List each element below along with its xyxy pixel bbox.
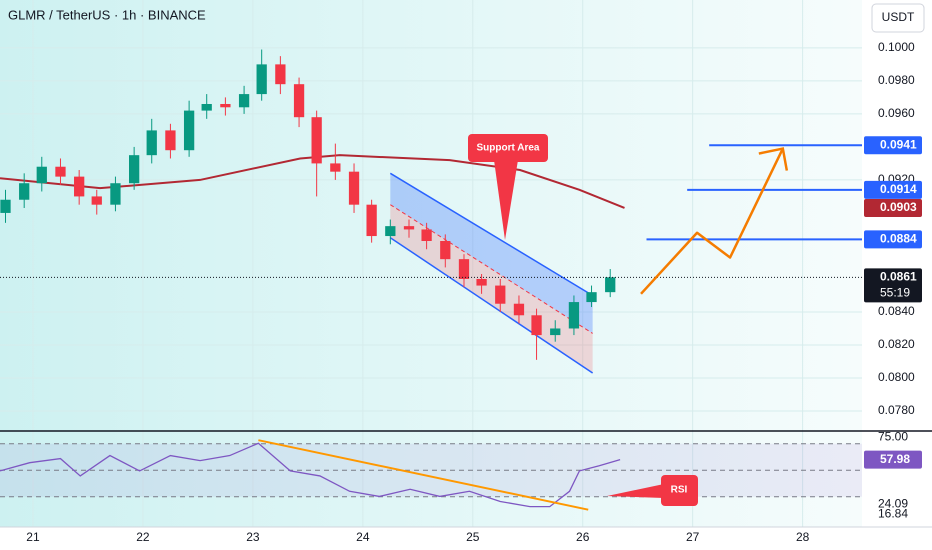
rsi-callout xyxy=(661,475,698,506)
level-box xyxy=(864,230,922,249)
rsi-pointer xyxy=(607,484,664,498)
grid xyxy=(0,0,862,527)
level-label: 0.0914 xyxy=(880,182,917,196)
candle-body xyxy=(146,130,157,156)
candle-body xyxy=(165,130,176,151)
candle-body xyxy=(238,94,250,108)
currency-box[interactable] xyxy=(871,3,925,33)
rsi-trendline xyxy=(258,439,589,511)
candle-body xyxy=(605,277,616,293)
currency-label: USDT xyxy=(882,10,915,24)
candle-body xyxy=(330,163,341,172)
candle-body xyxy=(586,292,597,303)
candle-body xyxy=(476,278,487,286)
candle-body xyxy=(421,229,432,241)
x-tick-label: 26 xyxy=(576,530,590,544)
candle-body xyxy=(91,196,102,205)
level-label: 0.0884 xyxy=(880,232,917,246)
rsi-line xyxy=(0,442,621,508)
projection-path xyxy=(640,148,784,295)
candle-body xyxy=(36,166,47,184)
y-tick-label: 0.0840 xyxy=(878,304,915,318)
rsi-band-fill xyxy=(0,443,862,497)
level-box xyxy=(864,180,922,199)
current-price-box xyxy=(864,268,922,303)
plot-background xyxy=(0,0,862,527)
candle-body xyxy=(568,302,580,329)
candle-body xyxy=(110,183,121,205)
channel-middle-line xyxy=(390,204,593,334)
candle-body xyxy=(128,155,140,184)
rsi-tick-label: 16.84 xyxy=(878,506,908,520)
candle-body xyxy=(220,103,231,108)
candle-body xyxy=(275,64,286,85)
rsi-callout-label: RSI xyxy=(671,485,688,496)
candle-body xyxy=(201,103,212,111)
x-tick-label: 27 xyxy=(686,530,700,544)
candle-body xyxy=(74,176,85,197)
candle-body xyxy=(19,183,30,200)
candle-body xyxy=(348,171,360,205)
candle-body xyxy=(256,64,267,95)
support-label: Support Area xyxy=(477,143,540,154)
moving-average xyxy=(0,154,625,209)
y-tick-label: 0.1000 xyxy=(878,40,915,54)
candle-body xyxy=(311,117,322,164)
chart-title: GLMR / TetherUS · 1h · BINANCE xyxy=(8,7,206,22)
candle-body xyxy=(550,328,561,336)
channel-lower-line xyxy=(389,237,594,374)
candle-body xyxy=(55,166,66,177)
countdown-label: 55:19 xyxy=(880,285,910,299)
layers xyxy=(0,49,862,511)
y-tick-label: 0.0800 xyxy=(878,370,915,384)
x-tick-label: 23 xyxy=(246,530,260,544)
support-callout xyxy=(468,134,548,162)
candle-body xyxy=(440,240,451,260)
x-tick-label: 21 xyxy=(26,530,40,544)
x-tick-label: 28 xyxy=(796,530,810,544)
candle-body xyxy=(403,226,415,230)
x-tick-label: 22 xyxy=(136,530,150,544)
y-tick-label: 0.0960 xyxy=(878,106,915,120)
ma-value-box xyxy=(864,198,922,217)
current-price-label: 0.0861 xyxy=(880,269,917,283)
candle-body xyxy=(513,303,525,316)
candle-body xyxy=(495,285,506,304)
candle-body xyxy=(366,204,377,237)
ma-value-label: 0.0903 xyxy=(880,200,917,214)
rsi-value-label: 57.98 xyxy=(880,452,910,466)
candle-body xyxy=(458,259,470,279)
x-tick-label: 24 xyxy=(356,530,370,544)
projection-arrowhead xyxy=(758,147,789,171)
channel-upper-line xyxy=(389,172,594,297)
candle-body xyxy=(0,199,11,213)
candle-body xyxy=(385,226,396,237)
candle-body xyxy=(531,315,542,336)
rsi-tick-label: 75.00 xyxy=(878,429,908,443)
channel-upper-fill xyxy=(390,173,593,334)
x-tick-label: 25 xyxy=(466,530,480,544)
rsi-value-box xyxy=(864,450,922,469)
y-tick-label: 0.0780 xyxy=(878,403,915,417)
y-tick-label: 0.0980 xyxy=(878,73,915,87)
candle-body xyxy=(183,110,195,151)
rsi-tick-label: 24.09 xyxy=(878,497,908,511)
support-pointer xyxy=(494,160,518,240)
candle-body xyxy=(293,84,305,118)
level-box xyxy=(864,136,922,155)
level-label: 0.0941 xyxy=(880,137,917,151)
y-tick-label: 0.0820 xyxy=(878,337,915,351)
